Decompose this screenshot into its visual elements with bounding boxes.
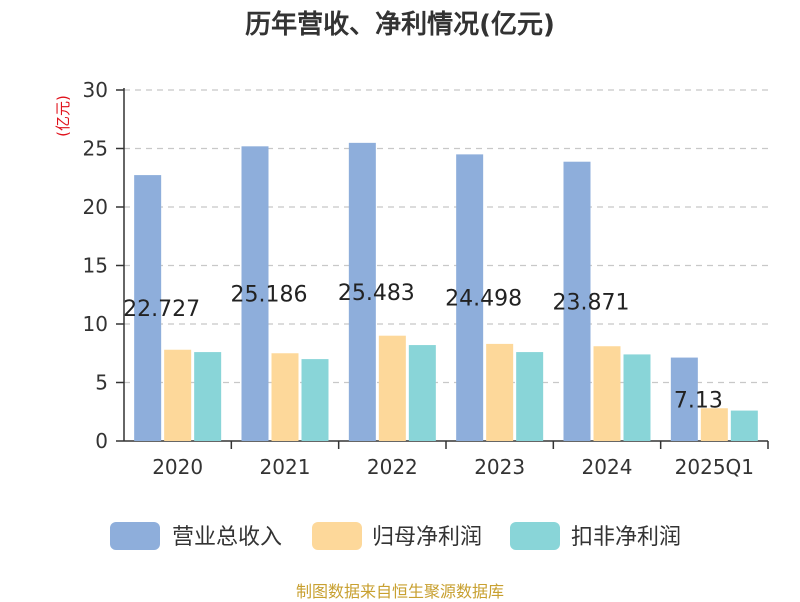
- legend-label: 扣非净利润: [571, 525, 681, 550]
- bar: [301, 359, 329, 441]
- y-axis-label: (亿元): [54, 95, 72, 137]
- bar: [241, 146, 269, 442]
- bar: [164, 349, 192, 441]
- y-tick-label: 25: [83, 137, 108, 161]
- bar: [486, 343, 514, 441]
- bar: [456, 154, 484, 441]
- data-label: 25.483: [338, 281, 415, 306]
- bar: [700, 408, 728, 441]
- legend-label: 归母净利润: [372, 525, 482, 550]
- bar: [271, 353, 299, 441]
- bar: [378, 335, 406, 441]
- bar: [348, 142, 376, 441]
- x-tick-label: 2025Q1: [675, 455, 754, 479]
- bar: [670, 357, 698, 441]
- bar: [623, 354, 651, 441]
- data-label: 24.498: [445, 287, 522, 312]
- legend-swatch: [510, 522, 560, 550]
- data-label: 25.186: [231, 283, 308, 308]
- legend-swatch: [110, 522, 160, 550]
- chart-title: 历年营收、净利情况(亿元): [245, 10, 555, 40]
- x-tick-label: 2023: [474, 455, 525, 479]
- bar: [593, 346, 621, 441]
- y-tick-label: 0: [95, 429, 108, 453]
- bar: [194, 352, 222, 441]
- data-label: 7.13: [674, 388, 723, 413]
- data-label: 23.871: [553, 290, 630, 315]
- bar: [730, 410, 758, 441]
- bar: [408, 345, 436, 441]
- y-tick-label: 30: [83, 78, 108, 102]
- y-tick-label: 15: [83, 254, 108, 278]
- x-tick-label: 2021: [260, 455, 311, 479]
- legend-label: 营业总收入: [172, 525, 282, 550]
- x-tick-label: 2022: [367, 455, 418, 479]
- bar: [563, 161, 591, 442]
- bar-chart: 0 5 10 15 20 25 30 (亿元) 2020 2021 2022 2023 2024 2025…: [54, 78, 769, 550]
- x-tick-label: 2020: [152, 455, 203, 479]
- y-tick-label: 5: [95, 371, 108, 395]
- legend-swatch: [312, 522, 362, 550]
- data-source-note: 制图数据来自恒生聚源数据库: [295, 582, 504, 601]
- y-tick-label: 20: [83, 195, 108, 219]
- data-label: 22.727: [123, 297, 200, 322]
- bar: [134, 175, 162, 441]
- x-tick-label: 2024: [582, 455, 633, 479]
- bar: [516, 352, 544, 441]
- y-tick-label: 10: [83, 312, 108, 336]
